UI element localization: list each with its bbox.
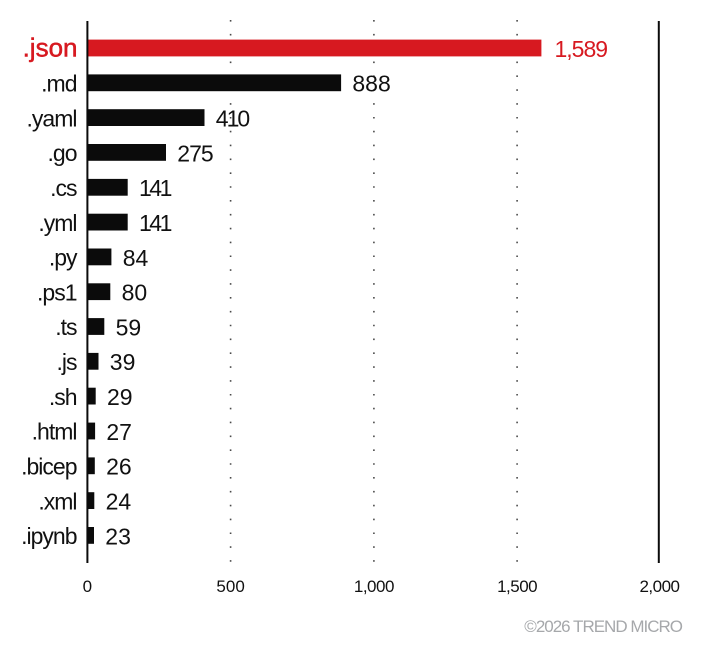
svg-text:23: 23 xyxy=(105,523,131,549)
svg-text:1,500: 1,500 xyxy=(497,577,537,596)
svg-text:.sh: .sh xyxy=(49,384,77,410)
svg-text:.cs: .cs xyxy=(50,175,77,201)
svg-text:141: 141 xyxy=(139,175,172,201)
svg-text:26: 26 xyxy=(106,454,132,480)
svg-text:.md: .md xyxy=(41,71,77,97)
svg-text:.xml: .xml xyxy=(38,488,76,514)
svg-text:2,000: 2,000 xyxy=(639,577,679,596)
svg-text:1,589: 1,589 xyxy=(555,36,608,62)
svg-text:.html: .html xyxy=(32,419,77,445)
svg-text:.bicep: .bicep xyxy=(21,454,77,480)
svg-text:275: 275 xyxy=(177,140,213,166)
svg-text:84: 84 xyxy=(123,245,149,271)
svg-text:888: 888 xyxy=(352,71,390,97)
svg-text:141: 141 xyxy=(139,210,172,236)
svg-text:©2026 TREND MICRO: ©2026 TREND MICRO xyxy=(524,617,682,636)
svg-text:.ps1: .ps1 xyxy=(37,279,77,305)
svg-text:500: 500 xyxy=(216,577,244,596)
svg-text:.json: .json xyxy=(23,33,78,63)
svg-text:.py: .py xyxy=(49,245,78,271)
svg-text:27: 27 xyxy=(106,419,132,445)
svg-text:39: 39 xyxy=(110,349,136,375)
svg-text:.yaml: .yaml xyxy=(27,105,77,131)
svg-text:24: 24 xyxy=(106,489,132,515)
svg-text:.ts: .ts xyxy=(55,314,77,340)
svg-text:.go: .go xyxy=(48,140,77,166)
svg-text:0: 0 xyxy=(83,577,92,596)
svg-text:59: 59 xyxy=(116,314,142,340)
svg-text:.yml: .yml xyxy=(38,210,76,236)
svg-text:410: 410 xyxy=(216,106,250,132)
svg-text:.ipynb: .ipynb xyxy=(21,523,77,549)
svg-text:1,000: 1,000 xyxy=(354,577,394,596)
svg-text:80: 80 xyxy=(122,280,148,306)
svg-text:29: 29 xyxy=(107,384,133,410)
svg-text:.js: .js xyxy=(57,349,78,375)
